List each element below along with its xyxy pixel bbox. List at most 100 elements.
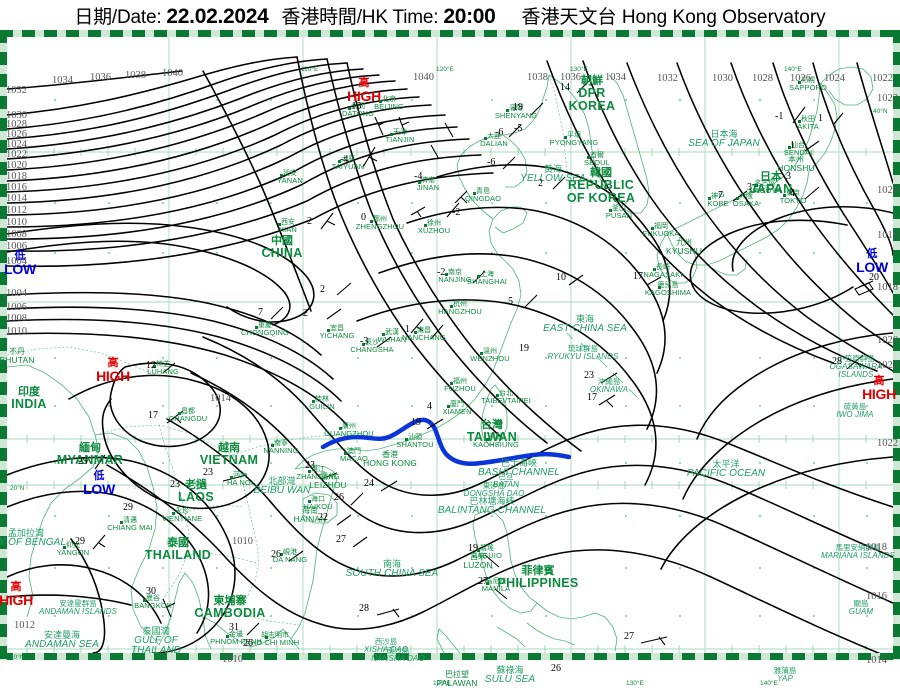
station-temperature: 1 bbox=[790, 140, 795, 151]
isobar-label: 1040 bbox=[413, 72, 434, 83]
station-temperature: 17 bbox=[587, 392, 597, 403]
station-temperature: 7 bbox=[258, 307, 263, 318]
station-dot bbox=[609, 209, 612, 212]
station-temperature: 23 bbox=[305, 460, 315, 471]
low-center-marks bbox=[854, 280, 874, 296]
station-temperature: 24 bbox=[364, 478, 374, 489]
pressure-marker-low: 低 LOW bbox=[856, 249, 888, 275]
isobar-label: 1040 bbox=[162, 68, 183, 79]
station-dot bbox=[418, 181, 421, 184]
pressure-marker-cn: 高 bbox=[107, 357, 119, 369]
map-label: 蘇祿海 SULU SEA bbox=[484, 665, 536, 686]
pressure-marker-en: HIGH bbox=[347, 88, 381, 104]
wind-barbs bbox=[92, 80, 864, 646]
pressure-marker-cn: 高 bbox=[10, 581, 22, 593]
date-label: 日期/Date: bbox=[74, 6, 162, 28]
station-dot bbox=[708, 197, 711, 200]
pressure-marker-en: HIGH bbox=[862, 386, 896, 402]
isobar-label: 1014 bbox=[866, 655, 887, 666]
isobar-label: 1018 bbox=[866, 542, 887, 553]
station-dot bbox=[755, 184, 758, 187]
isobar-label: 1028 bbox=[6, 119, 27, 130]
pressure-marker-en: LOW bbox=[4, 261, 36, 277]
pressure-marker-en: HIGH bbox=[0, 592, 33, 608]
station-temperature: 27 bbox=[336, 534, 346, 545]
time-group: 香港時間/HK Time: 20:00 bbox=[282, 2, 496, 29]
station-temperature: -4 bbox=[414, 171, 423, 182]
station-dot bbox=[379, 100, 382, 103]
station-dot bbox=[450, 305, 453, 308]
station-dot bbox=[798, 81, 801, 84]
station-dot bbox=[172, 512, 175, 515]
station-temperature: 1 bbox=[405, 324, 410, 335]
station-temperature: -13 bbox=[348, 101, 362, 112]
isobar-label: 1038 bbox=[125, 70, 146, 81]
isobar-label: 1006 bbox=[6, 241, 27, 252]
isobar-label: 1030 bbox=[712, 73, 733, 84]
graticule-dots bbox=[54, 99, 868, 617]
isobar-label: 1032 bbox=[657, 73, 678, 84]
station-temperature: 26 bbox=[271, 549, 281, 560]
graticule-label: 120°E bbox=[436, 66, 454, 73]
station-temperature: 27 bbox=[478, 576, 488, 587]
pressure-marker-low: 低 LOW bbox=[4, 251, 36, 277]
station-dot bbox=[308, 470, 311, 473]
station-dot bbox=[344, 452, 347, 455]
station-dot bbox=[788, 146, 791, 149]
station-dot bbox=[271, 444, 274, 447]
station-dot bbox=[143, 599, 146, 602]
station-dot bbox=[280, 553, 283, 556]
pressure-marker-cn: 高 bbox=[358, 77, 370, 89]
station-dot bbox=[477, 275, 480, 278]
isobar-label: 1020 bbox=[6, 160, 27, 171]
station-temperature: 23 bbox=[203, 467, 213, 478]
station-dot bbox=[338, 160, 341, 163]
station-dot bbox=[445, 273, 448, 276]
station-temperature: 1 bbox=[818, 113, 823, 124]
date-group: 日期/Date: 22.02.2024 bbox=[74, 2, 269, 29]
station-temperature: 23 bbox=[170, 479, 180, 490]
station-temperature: 2 bbox=[320, 284, 325, 295]
station-dot bbox=[486, 438, 489, 441]
pressure-marker-cn: 低 bbox=[93, 470, 105, 482]
graticule-label: 140°E bbox=[760, 680, 778, 687]
station-temperature: 19 bbox=[468, 543, 478, 554]
agency-name: 香港天文台 Hong Kong Observatory bbox=[521, 6, 826, 28]
station-dot bbox=[653, 268, 656, 271]
isobar-label: 1034 bbox=[52, 75, 73, 86]
station-dot bbox=[153, 365, 156, 368]
station-temperature: -6 bbox=[487, 157, 496, 168]
pressure-marker-high: 高 HIGH bbox=[96, 357, 130, 384]
graticule-ticks bbox=[26, 148, 867, 653]
graticule-label: 40°N bbox=[873, 108, 888, 115]
graticule-label: 130°E bbox=[626, 680, 644, 687]
graticule-lines bbox=[7, 37, 893, 653]
station-dot bbox=[450, 382, 453, 385]
station-dot bbox=[587, 156, 590, 159]
isobar-label: 1024 bbox=[824, 73, 845, 84]
station-dot bbox=[312, 400, 315, 403]
isobar-label: 1010 bbox=[6, 217, 27, 228]
graticule-label: 20°N bbox=[10, 485, 25, 492]
isobar-label: 1022 bbox=[6, 149, 27, 160]
political-borders bbox=[7, 74, 628, 626]
isobar-label: 1014 bbox=[210, 393, 231, 404]
station-temperature: 26 bbox=[334, 492, 344, 503]
station-dot bbox=[390, 133, 393, 136]
station-dot bbox=[178, 412, 181, 415]
pressure-marker-cn: 高 bbox=[873, 375, 885, 387]
map-label-en: SULU SEA bbox=[484, 674, 536, 686]
isobar-label: 1026 bbox=[6, 129, 27, 140]
station-dot bbox=[308, 500, 311, 503]
station-temperature: 28 bbox=[359, 603, 369, 614]
station-dot bbox=[447, 405, 450, 408]
graticule-label: 110°E bbox=[301, 66, 319, 73]
station-dot bbox=[564, 136, 567, 139]
chart-header: 日期/Date: 22.02.2024 香港時間/HK Time: 20:00 … bbox=[0, 0, 900, 30]
time-label: 香港時間/HK Time: bbox=[281, 6, 439, 28]
map-label-cn: 雅蒲島 bbox=[773, 666, 797, 675]
station-temperature: 29 bbox=[75, 536, 85, 547]
station-temperature: 2 bbox=[303, 308, 308, 319]
map-label-cn: 蘇祿海 bbox=[496, 665, 524, 675]
station-temperature: -5 bbox=[514, 123, 523, 134]
